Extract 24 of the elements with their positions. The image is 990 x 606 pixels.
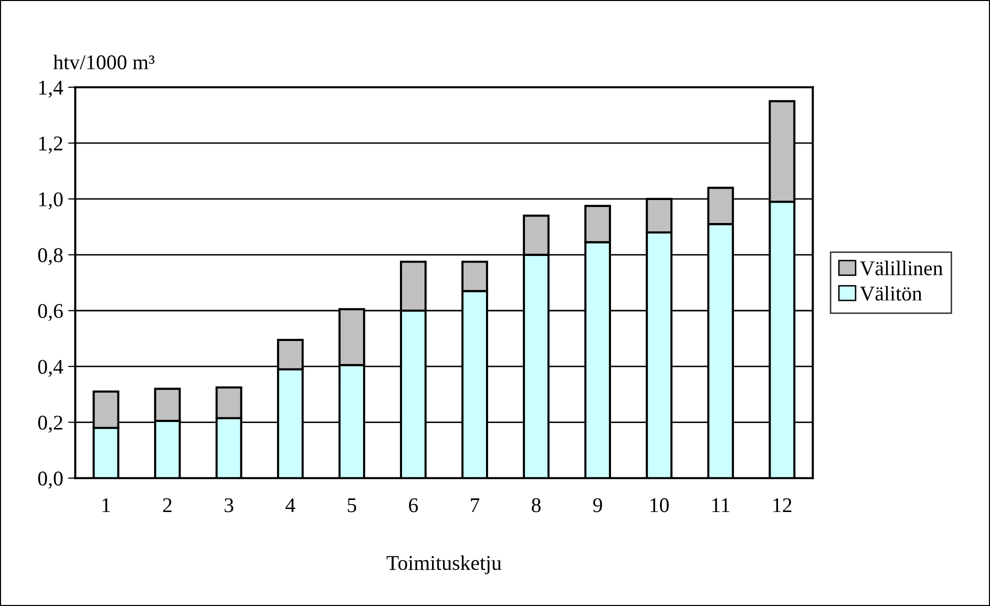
x-tick-label: 3: [224, 498, 234, 512]
y-axis-title: htv/1000 m³: [53, 54, 154, 70]
x-tick-label: 6: [408, 498, 418, 512]
y-tick-label: 0,8: [38, 248, 63, 266]
x-tick-label: 12: [773, 498, 792, 512]
x-tick-label: 2: [163, 498, 172, 512]
y-tick-label: 0,6: [38, 304, 63, 322]
y-tick-label: 0,0: [38, 472, 63, 489]
y-tick-label: 0,4: [38, 360, 64, 377]
y-tick-label: 1,4: [39, 80, 64, 98]
x-tick-label: 11: [712, 498, 730, 512]
x-tick-label: 10: [650, 498, 669, 512]
legend-label: Välitön: [860, 286, 922, 301]
legend-label: Välillinen: [860, 260, 943, 276]
x-tick-label: 4: [286, 498, 296, 512]
x-axis-title: Toimitusketju: [386, 555, 502, 574]
y-tick-label: 1,2: [39, 136, 62, 154]
y-tick-label: 0,2: [38, 416, 62, 433]
x-tick-label: 7: [470, 498, 480, 512]
x-tick-label: 8: [532, 498, 541, 512]
x-tick-label: 9: [593, 498, 602, 512]
x-tick-label: 5: [348, 498, 356, 512]
x-tick-label: 1: [102, 498, 110, 512]
y-tick-label: 1,0: [39, 192, 63, 210]
